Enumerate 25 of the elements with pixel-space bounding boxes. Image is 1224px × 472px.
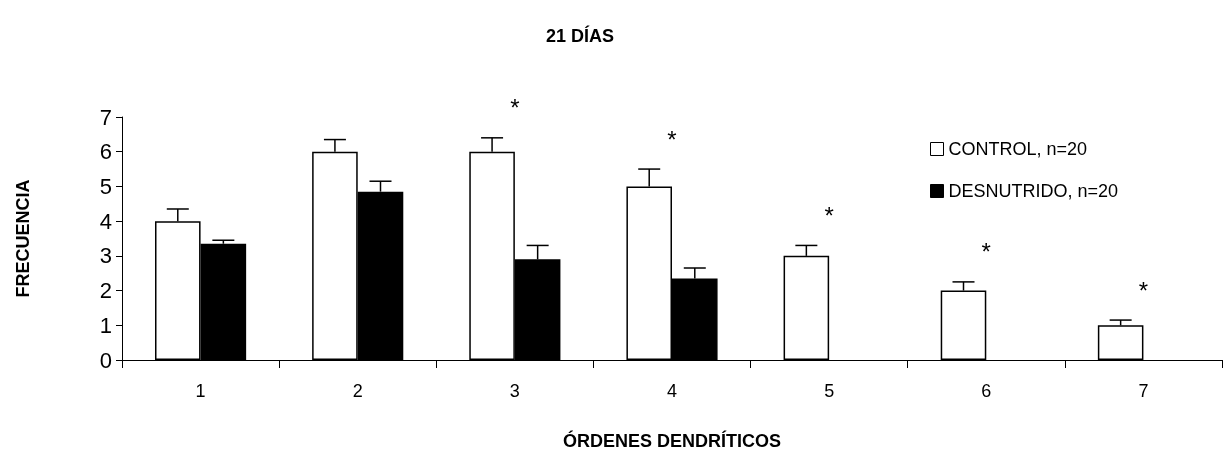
annotation: * (824, 201, 834, 229)
annotation: * (981, 238, 991, 266)
chart-title: 21 DÍAS (545, 25, 615, 46)
legend-label: CONTROL, n=20 (948, 139, 1088, 159)
x-tick-label: 7 (1138, 381, 1149, 401)
y-tick-label: 0 (99, 347, 112, 373)
x-tick-label: 2 (352, 381, 363, 401)
x-tick-label: 5 (824, 381, 835, 401)
x-tick-label: 1 (195, 381, 206, 401)
y-tick-label: 7 (99, 104, 112, 130)
y-tick-label: 5 (99, 173, 112, 199)
x-tick-label: 3 (509, 381, 520, 401)
x-axis-title: ÓRDENES DENDRÍTICOS (562, 430, 782, 451)
y-tick-label: 1 (99, 312, 112, 338)
legend-label: DESNUTRIDO, n=20 (948, 181, 1119, 201)
annotation: * (1138, 276, 1149, 304)
y-tick-label: 6 (99, 139, 112, 165)
annotation: * (667, 125, 677, 153)
y-tick-label: 4 (99, 208, 112, 234)
x-tick-label: 4 (666, 381, 678, 401)
y-axis-title: FRECUENCIA (13, 179, 33, 298)
x-tick-label: 6 (981, 381, 992, 401)
y-tick-label: 3 (99, 243, 112, 269)
annotation: * (510, 94, 520, 122)
y-tick-label: 2 (99, 278, 112, 304)
